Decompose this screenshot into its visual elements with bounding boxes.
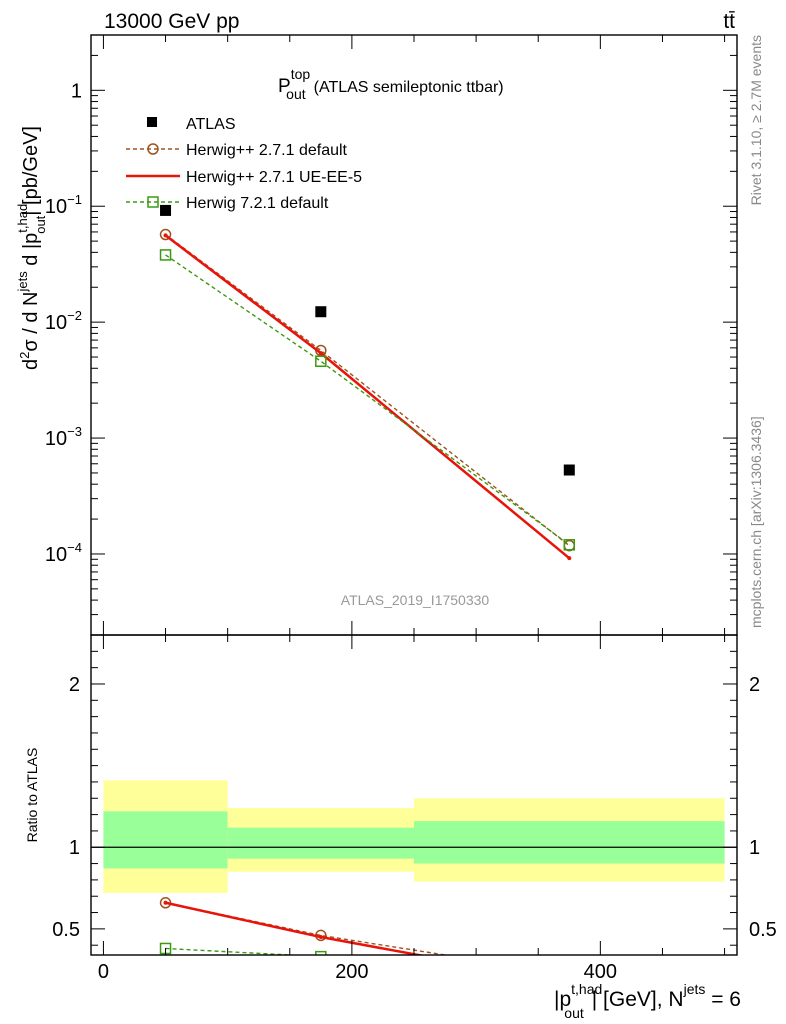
x-tick-label: 200 (335, 961, 368, 983)
y-tick-label: 1 (71, 80, 82, 102)
ratio-herwig-ueee5-point (318, 935, 323, 940)
legend-herwig7-label: Herwig 7.2.1 default (186, 195, 329, 212)
main-series-layer (159, 204, 576, 561)
legend-herwig-ueee5-label: Herwig++ 2.7.1 UE-EE-5 (186, 169, 362, 186)
ratio-y-tick-label-left: 1 (69, 837, 80, 859)
ratio-tick-labels: 0.5 0.5 1 1 2 2 0 200 400 (52, 674, 777, 983)
main-axis-ticks (91, 34, 737, 636)
ratio-y-tick-label-left: 0.5 (52, 919, 80, 941)
herwig7-point (315, 355, 327, 367)
legend-atlas-label: ATLAS (186, 116, 236, 133)
inner-uncertainty-band (103, 811, 228, 869)
legend-atlas-marker (147, 117, 157, 127)
series-line (164, 234, 571, 560)
legend-herwig7-marker (147, 196, 159, 208)
herwig7-point (563, 539, 576, 551)
y-tick-label: 10−3 (45, 424, 82, 450)
ratio-y-axis-label: Ratio to ATLAS (24, 748, 40, 843)
atlas-data-point (160, 204, 172, 216)
herwig-default-point (159, 228, 172, 241)
mcplots-label: mcplots.cern.ch [arXiv:1306.3436] (748, 416, 764, 628)
ratio-series-line (165, 947, 304, 955)
herwig-ueee5-point (318, 351, 323, 356)
inner-uncertainty-band (414, 821, 725, 864)
ratio-y-tick-label-right: 0.5 (749, 919, 777, 941)
ratio-y-tick-label-left: 2 (69, 674, 80, 696)
herwig-ueee5-point (567, 556, 572, 561)
x-axis-label: |pt,had out| [GeV], Njets = 6 (554, 981, 741, 1021)
main-panel: 1 10−1 10−2 10−3 10−4 Ptop out (ATLAS semilept… (15, 34, 738, 636)
ratio-axis-ticks (91, 635, 737, 955)
ratio-herwig7-point (315, 950, 327, 955)
herwig7-point (159, 249, 172, 261)
ratio-y-tick-label-right: 2 (749, 674, 760, 696)
y-tick-label: 10−4 (45, 540, 82, 566)
plot-title: Ptop out (ATLAS semileptonic ttbar) (278, 66, 504, 102)
analysis-watermark: ATLAS_2019_I1750330 (341, 592, 490, 608)
ratio-herwig7-point (564, 970, 574, 980)
atlas-data-point (315, 306, 327, 318)
main-y-axis-label: d2σ / d Njets d |pt,had out| [pb/GeV] (15, 126, 48, 370)
main-y-tick-labels: 1 10−1 10−2 10−3 10−4 (45, 80, 82, 566)
x-tick-label: 400 (584, 961, 617, 983)
legend-herwig-default-marker (147, 143, 159, 155)
process-label: tt̄ (723, 10, 735, 33)
inner-uncertainty-band (227, 827, 414, 859)
ratio-panel: 0.5 0.5 1 1 2 2 0 200 400 Ratio to ATLAS |pt,had… (24, 634, 777, 1021)
y-tick-label: 10−2 (45, 308, 82, 334)
atlas-data-point (563, 464, 575, 476)
legend-herwig-default-label: Herwig++ 2.7.1 default (186, 142, 348, 159)
rivet-label: Rivet 3.1.10, ≥ 2.7M events (748, 35, 764, 205)
ratio-herwig-ueee5-point (163, 900, 168, 905)
energy-label: 13000 GeV pp (104, 10, 239, 33)
legend: ATLAS Herwig++ 2.7.1 default Herwig++ 2.… (126, 116, 362, 212)
series-line (165, 254, 570, 546)
ratio-herwig-default-point (564, 970, 574, 980)
x-tick-label: 0 (98, 961, 109, 983)
herwig-ueee5-point (163, 233, 168, 238)
ratio-y-tick-label-right: 1 (749, 837, 760, 859)
y-tick-label: 10−1 (45, 192, 82, 218)
ratio-uncertainty-bands (91, 780, 737, 893)
